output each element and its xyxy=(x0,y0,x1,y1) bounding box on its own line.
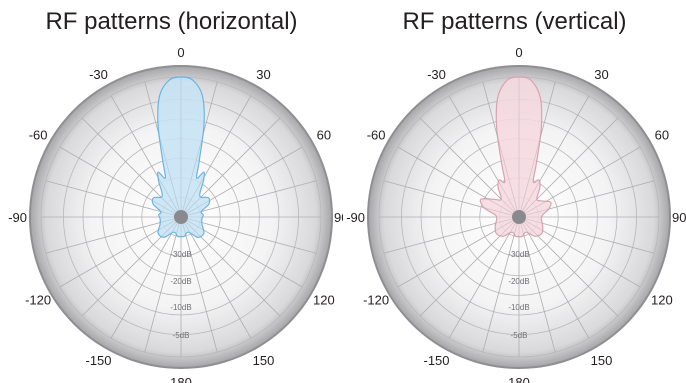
radial-db-label: -20dB xyxy=(170,277,191,286)
polar-chart-vertical: 0 30 60 90 120 150 180 -150 -120 -90 -60 -30 -30dB -2… xyxy=(343,0,686,383)
angle-tick-label: 0 xyxy=(177,45,184,60)
radial-db-label: -5dB xyxy=(173,331,190,340)
radial-db-label: -30dB xyxy=(508,250,529,259)
radial-db-label: -20dB xyxy=(508,277,529,286)
angle-tick-label: -120 xyxy=(363,293,389,308)
radial-db-label: -30dB xyxy=(170,250,191,259)
chart-title: RF patterns (vertical) xyxy=(343,8,686,36)
angle-tick-label: 120 xyxy=(651,293,673,308)
angle-tick-label: -150 xyxy=(85,353,111,368)
angle-tick-label: 150 xyxy=(591,353,613,368)
angle-tick-label: -90 xyxy=(346,210,365,225)
radial-db-label: -5dB xyxy=(511,331,528,340)
angle-tick-label: -30 xyxy=(89,67,108,82)
radial-db-label: -10dB xyxy=(508,303,529,312)
angle-tick-label: -60 xyxy=(367,128,386,143)
angle-tick-label: -60 xyxy=(29,128,48,143)
angle-tick-label: 60 xyxy=(317,128,331,143)
polar-center-hub xyxy=(512,210,526,224)
polar-chart-horizontal: 0 30 60 90 120 150 180 -150 -120 -90 -60 -30 -30dB -2… xyxy=(0,0,343,383)
angle-tick-label: 120 xyxy=(313,293,335,308)
angle-tick-label: -90 xyxy=(8,210,27,225)
rf-pattern-horizontal-panel: 0 30 60 90 120 150 180 -150 -120 -90 -60 -30 -30dB -2… xyxy=(0,0,343,383)
rf-pattern-vertical-panel: 0 30 60 90 120 150 180 -150 -120 -90 -60 -30 -30dB -2… xyxy=(343,0,686,383)
polar-center-hub xyxy=(174,210,188,224)
radial-db-label: -10dB xyxy=(170,303,191,312)
angle-tick-label: 90 xyxy=(334,210,343,225)
angle-tick-label: 180 xyxy=(508,375,530,383)
angle-tick-label: -30 xyxy=(427,67,446,82)
angle-tick-label: 150 xyxy=(253,353,275,368)
angle-tick-label: -120 xyxy=(25,293,51,308)
chart-title: RF patterns (horizontal) xyxy=(0,8,343,36)
angle-tick-label: 60 xyxy=(655,128,669,143)
angle-tick-label: 30 xyxy=(256,67,270,82)
angle-tick-label: 30 xyxy=(594,67,608,82)
angle-tick-label: 180 xyxy=(170,375,192,383)
angle-tick-label: 0 xyxy=(515,45,522,60)
angle-tick-label: 90 xyxy=(672,210,686,225)
angle-tick-label: -150 xyxy=(423,353,449,368)
